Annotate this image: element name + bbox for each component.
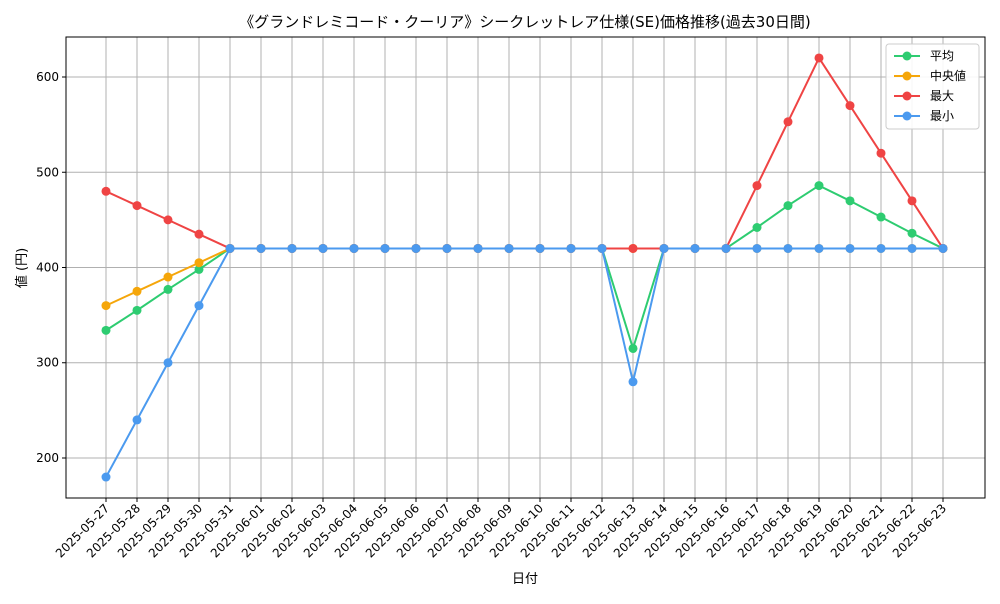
data-point [101,472,111,482]
data-point [752,222,762,232]
data-point [907,228,917,238]
legend-item: 最大 [894,89,954,103]
data-point [194,264,204,274]
data-point [814,181,824,191]
data-point [535,243,545,253]
data-point [752,243,762,253]
data-point [845,196,855,206]
legend-box [885,43,980,130]
data-point [876,148,886,158]
data-point [287,243,297,253]
y-tick-label: 500 [36,165,59,179]
data-point [597,243,607,253]
data-point [783,201,793,211]
data-point [752,181,762,191]
data-point [907,196,917,206]
data-point [721,243,731,253]
data-point [256,243,266,253]
data-point [349,243,359,253]
data-point [318,243,328,253]
data-point [628,243,638,253]
series-line [105,56,944,250]
data-point [566,243,576,253]
series-3 [101,53,948,253]
y-tick-label: 200 [36,451,59,465]
data-point [876,212,886,222]
legend-marker [902,51,912,61]
x-axis: 2025-05-272025-05-282025-05-292025-05-30… [53,498,949,560]
data-point [659,243,669,253]
legend-item: 中央値 [894,68,966,83]
series-line [105,247,943,307]
data-point [690,243,700,253]
legend-item: 平均 [894,49,954,63]
data-point [132,305,142,315]
legend-marker [902,71,912,81]
data-point [225,243,235,253]
data-point [473,243,483,253]
data-point [411,243,421,253]
data-point [504,243,514,253]
series-4 [101,243,948,482]
data-point [194,258,204,268]
legend-marker [902,91,912,101]
y-axis: 200 300 400 500 600 [36,70,66,465]
data-point [814,243,824,253]
y-tick-label: 600 [36,70,59,84]
series-2 [101,243,948,311]
legend-item: 最小 [894,109,954,123]
data-point [101,301,111,311]
data-point [907,243,917,253]
data-point [783,117,793,127]
data-point [783,243,793,253]
chart-title: 《グランドレミコード・クーリア》シークレットレア仕様(SE)価格推移(過去30日… [239,13,811,31]
data-point [194,229,204,239]
data-point [101,325,111,335]
series-group [101,53,948,482]
data-point [814,53,824,63]
legend-label: 最大 [930,89,954,103]
y-tick-label: 400 [36,261,59,275]
data-point [442,243,452,253]
legend-label: 平均 [930,49,954,63]
data-point [845,243,855,253]
data-point [163,284,173,294]
data-point [132,415,142,425]
x-axis-label: 日付 [512,572,538,587]
data-point [194,301,204,311]
data-point [101,186,111,196]
legend-label: 中央値 [930,68,966,83]
data-point [132,286,142,296]
legend-label: 最小 [930,109,954,123]
y-tick-label: 300 [36,356,59,370]
data-point [628,377,638,387]
data-point [132,201,142,211]
data-point [628,343,638,353]
y-axis-label: 値 (円) [14,248,30,288]
series-line [105,247,943,478]
grid [66,37,985,498]
data-point [163,358,173,368]
legend-marker [902,111,912,121]
data-point [163,215,173,225]
data-point [163,272,173,282]
data-point [380,243,390,253]
data-point [938,243,948,253]
data-point [876,243,886,253]
data-point [845,101,855,111]
